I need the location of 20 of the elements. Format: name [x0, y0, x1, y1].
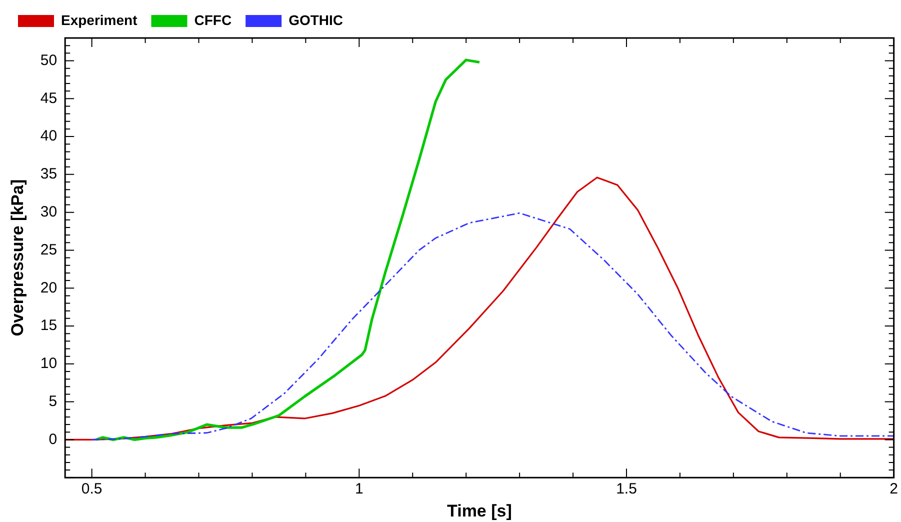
y-tick-label: 20: [40, 279, 58, 296]
y-tick-label: 45: [40, 90, 58, 107]
y-tick-label: 30: [40, 203, 58, 220]
legend-label: GOTHIC: [288, 12, 344, 28]
y-tick-label: 35: [40, 166, 58, 183]
y-tick-label: 10: [40, 355, 58, 372]
x-tick-label: 1.5: [616, 480, 637, 498]
y-tick-label: 50: [40, 52, 58, 69]
y-tick-label: 25: [40, 241, 58, 258]
x-tick-label: 2: [890, 480, 898, 498]
x-axis-title: Time [s]: [447, 501, 512, 520]
legend-label: Experiment: [61, 12, 138, 28]
y-tick-label: 40: [40, 128, 58, 145]
legend-label: CFFC: [194, 12, 232, 28]
y-tick-label: 15: [40, 317, 58, 334]
x-tick-label: 0.5: [81, 480, 102, 498]
x-tick-label: 1: [354, 480, 364, 498]
y-axis-title: Overpressure [kPa]: [8, 179, 27, 336]
y-tick-label: 0: [48, 430, 58, 448]
y-tick-label: 5: [48, 392, 58, 410]
